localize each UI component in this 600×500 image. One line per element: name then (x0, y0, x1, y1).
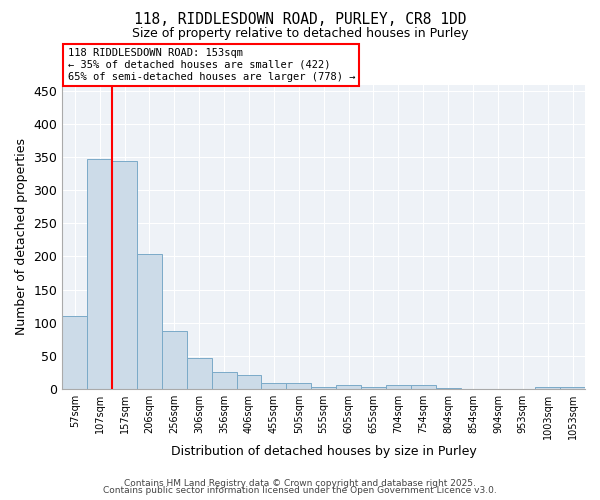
Bar (262, 383, 286, 388)
Bar (137, 254, 162, 388)
Bar (311, 386, 336, 388)
Text: Contains public sector information licensed under the Open Government Licence v3: Contains public sector information licen… (103, 486, 497, 495)
Bar (187, 358, 212, 388)
Bar (411, 384, 436, 388)
Text: 118, RIDDLESDOWN ROAD, PURLEY, CR8 1DD: 118, RIDDLESDOWN ROAD, PURLEY, CR8 1DD (134, 12, 466, 28)
Text: Contains HM Land Registry data © Crown copyright and database right 2025.: Contains HM Land Registry data © Crown c… (124, 478, 476, 488)
Text: 118 RIDDLESDOWN ROAD: 153sqm
← 35% of detached houses are smaller (422)
65% of s: 118 RIDDLESDOWN ROAD: 153sqm ← 35% of de… (68, 48, 355, 82)
Bar (286, 384, 311, 388)
Bar (236, 376, 262, 388)
Bar (212, 372, 236, 388)
Bar (386, 384, 411, 388)
Bar (112, 160, 137, 388)
Bar (87, 160, 112, 388)
X-axis label: Distribution of detached houses by size in Purley: Distribution of detached houses by size … (171, 444, 476, 458)
Text: Size of property relative to detached houses in Purley: Size of property relative to detached ho… (132, 28, 468, 40)
Bar (62, 316, 87, 388)
Bar (162, 331, 187, 388)
Bar (336, 386, 361, 388)
Y-axis label: Number of detached properties: Number of detached properties (15, 138, 28, 335)
